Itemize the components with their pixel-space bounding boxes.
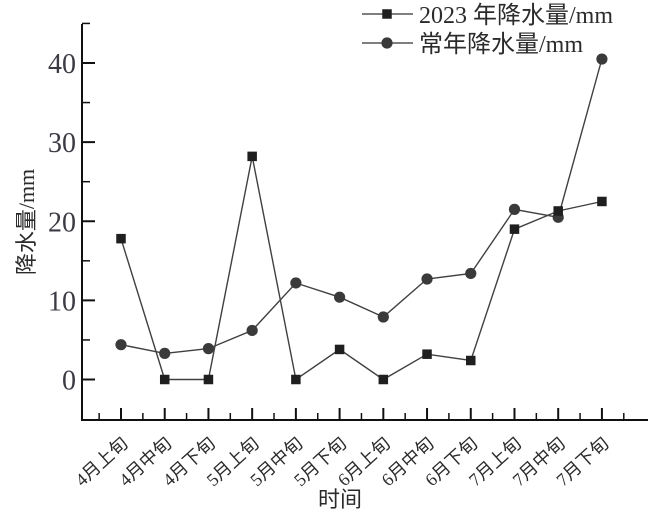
- data-point-circle: [421, 273, 433, 285]
- data-point-square: [466, 355, 476, 366]
- legend-circle-marker: [381, 37, 393, 49]
- data-point-circle: [290, 277, 302, 289]
- series-line: [120, 156, 603, 381]
- legend-label: 常年降水量/mm: [419, 31, 583, 58]
- data-point-square: [291, 374, 301, 385]
- series-0: [116, 151, 607, 385]
- data-point-square: [334, 344, 345, 355]
- x-axis-title: 时间: [318, 487, 362, 512]
- series-1: [115, 53, 608, 359]
- data-point-circle: [159, 347, 171, 359]
- data-point-circle: [596, 53, 608, 65]
- data-point-circle: [508, 203, 521, 215]
- y-tick-labels: 0 10 20 30 40: [48, 49, 76, 397]
- axes: [81, 22, 648, 421]
- data-point-circle: [377, 311, 389, 323]
- data-point-square: [422, 349, 432, 359]
- y-tick-label: 40: [48, 49, 76, 80]
- y-tick-label: 30: [48, 128, 76, 159]
- data-point-square: [159, 374, 170, 385]
- legend-label: 2023 年降水量/mm: [419, 2, 613, 29]
- data-point-circle: [334, 291, 346, 303]
- data-point-circle: [246, 324, 258, 337]
- y-tick-label: 10: [48, 286, 76, 317]
- x-tick-labels: 4月上旬4月中旬4月下旬5月上旬5月中旬5月下旬6月上旬6月中旬6月下旬7月上旬…: [71, 433, 612, 490]
- data-point-circle: [202, 343, 215, 355]
- y-tick-label: 20: [48, 207, 76, 238]
- y-tick-label: 0: [62, 366, 76, 397]
- legend-square-marker: [382, 9, 392, 19]
- data-point-square: [116, 233, 126, 244]
- data-point-square: [378, 374, 389, 385]
- data-point-square: [203, 374, 214, 385]
- data-point-square: [509, 224, 520, 234]
- data-point-square: [553, 206, 563, 216]
- data-point-circle: [465, 267, 477, 280]
- y-axis-title: 降水量/mm: [14, 169, 39, 275]
- series-line: [120, 58, 603, 355]
- data-point-square: [597, 196, 607, 207]
- data-point-square: [247, 151, 257, 162]
- data-point-circle: [115, 339, 127, 351]
